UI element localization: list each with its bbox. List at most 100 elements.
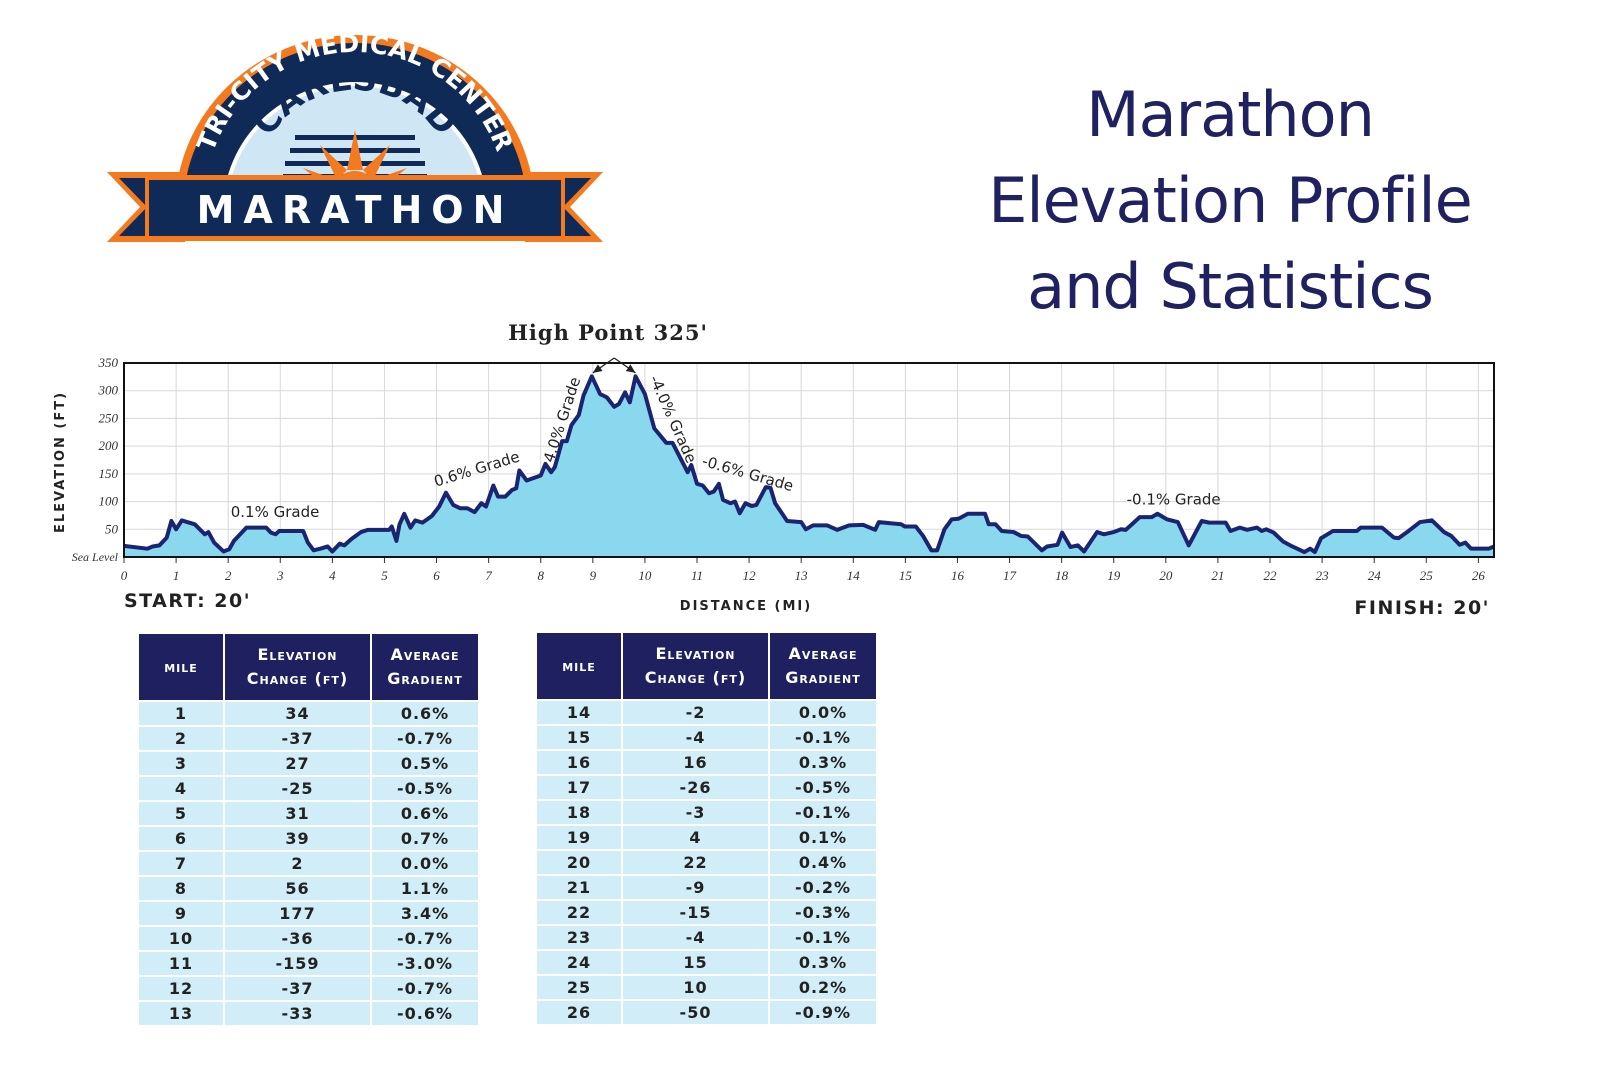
table-row: 21 -9 -0.2% xyxy=(537,876,876,899)
header-average-gradient: Average Gradient xyxy=(770,633,876,699)
table-row: 3 27 0.5% xyxy=(139,752,478,775)
mile-cell: 11 xyxy=(139,952,223,975)
mile-cell: 23 xyxy=(537,926,621,949)
mile-cell: 7 xyxy=(139,852,223,875)
gradient-cell: 0.6% xyxy=(372,702,478,725)
y-tick-label: 300 xyxy=(98,383,119,398)
y-tick-label: 150 xyxy=(99,466,119,481)
gradient-cell: -0.1% xyxy=(770,926,876,949)
x-tick-label: 25 xyxy=(1420,568,1434,583)
mile-cell: 26 xyxy=(537,1001,621,1024)
x-tick-label: 10 xyxy=(638,568,652,583)
elevation-change-cell: 39 xyxy=(225,827,370,850)
elevation-change-cell: -9 xyxy=(623,876,768,899)
mile-cell: 15 xyxy=(537,726,621,749)
gradient-cell: 0.7% xyxy=(372,827,478,850)
mile-cell: 25 xyxy=(537,976,621,999)
gradient-cell: 0.2% xyxy=(770,976,876,999)
table-row: 13 -33 -0.6% xyxy=(139,1002,478,1025)
table-row: 10 -36 -0.7% xyxy=(139,927,478,950)
page-title: Marathon Elevation Profile and Statistic… xyxy=(960,72,1500,330)
grade-annotation: 0.1% Grade xyxy=(231,503,320,521)
elevation-profile-chart: 0 1 2 3 4 5 6 7 8 9 10 11 12 13 14 15 16 17 18 19 20 21 22 23 24… xyxy=(53,320,1495,619)
x-tick-label: 23 xyxy=(1316,568,1330,583)
table-row: 1 34 0.6% xyxy=(139,702,478,725)
x-tick-label: 15 xyxy=(899,568,913,583)
arrowhead-icon xyxy=(625,364,636,373)
x-tick-label: 21 xyxy=(1211,568,1224,583)
x-tick-label: 0 xyxy=(121,568,128,583)
table-row: 18 -3 -0.1% xyxy=(537,801,876,824)
svg-text:MARATHON: MARATHON xyxy=(197,188,514,232)
header-elevation-change: Elevation Change (ft) xyxy=(623,633,768,699)
elevation-table-left: mile Elevation Change (ft) Average Gradien… xyxy=(137,632,480,1027)
elevation-change-cell: 4 xyxy=(623,826,768,849)
table-row: 25 10 0.2% xyxy=(537,976,876,999)
x-tick-label: 11 xyxy=(691,568,703,583)
table-row: 15 -4 -0.1% xyxy=(537,726,876,749)
table-row: 22 -15 -0.3% xyxy=(537,901,876,924)
table-row: 26 -50 -0.9% xyxy=(537,1001,876,1024)
x-tick-label: 17 xyxy=(1003,568,1017,583)
x-tick-label: 4 xyxy=(329,568,336,583)
mile-cell: 22 xyxy=(537,901,621,924)
y-tick-label: 100 xyxy=(99,494,119,509)
gradient-cell: 0.3% xyxy=(770,951,876,974)
elevation-change-cell: -37 xyxy=(225,977,370,1000)
table-header-row: mile Elevation Change (ft) Average Gradien… xyxy=(139,634,478,700)
gradient-cell: 3.4% xyxy=(372,902,478,925)
mile-cell: 2 xyxy=(139,727,223,750)
elevation-change-cell: 56 xyxy=(225,877,370,900)
mile-cell: 24 xyxy=(537,951,621,974)
plot-area xyxy=(124,363,1494,557)
table-header-row: mile Elevation Change (ft) Average Gradien… xyxy=(537,633,876,699)
mile-cell: 6 xyxy=(139,827,223,850)
y-tick-label: 200 xyxy=(99,438,119,453)
y-tick-label: 50 xyxy=(105,521,119,536)
gradient-cell: -0.7% xyxy=(372,727,478,750)
table-row: 2 -37 -0.7% xyxy=(139,727,478,750)
table-row: 11 -159 -3.0% xyxy=(139,952,478,975)
title-line-3: and Statistics xyxy=(1027,250,1434,323)
arrowhead-icon xyxy=(592,364,603,373)
mile-cell: 21 xyxy=(537,876,621,899)
table-row: 19 4 0.1% xyxy=(537,826,876,849)
mile-cell: 5 xyxy=(139,802,223,825)
x-tick-label: 20 xyxy=(1159,568,1173,583)
mile-cell: 9 xyxy=(139,902,223,925)
x-tick-label: 13 xyxy=(795,568,809,583)
x-tick-label: 24 xyxy=(1368,568,1382,583)
title-line-1: Marathon xyxy=(1086,78,1375,151)
mile-cell: 4 xyxy=(139,777,223,800)
mile-cell: 12 xyxy=(139,977,223,1000)
gradient-cell: 0.5% xyxy=(372,752,478,775)
mile-cell: 16 xyxy=(537,751,621,774)
gradient-cell: -0.1% xyxy=(770,801,876,824)
elevation-change-cell: -33 xyxy=(225,1002,370,1025)
elevation-change-cell: 10 xyxy=(623,976,768,999)
x-axis-label: DISTANCE (MI) xyxy=(680,599,812,614)
elevation-change-cell: 16 xyxy=(623,751,768,774)
carlsbad-marathon-logo: TRI-CITY MEDICAL CENTER CARLSBAD MARATHO… xyxy=(107,29,603,242)
mile-cell: 19 xyxy=(537,826,621,849)
table-row: 12 -37 -0.7% xyxy=(139,977,478,1000)
table-row: 9 177 3.4% xyxy=(139,902,478,925)
elevation-change-cell: -26 xyxy=(623,776,768,799)
finish-label: FINISH: 20' xyxy=(1354,597,1490,619)
x-tick-label: 16 xyxy=(951,568,965,583)
x-tick-label: 19 xyxy=(1107,568,1121,583)
header-average-gradient: Average Gradient xyxy=(372,634,478,700)
x-tick-label: 9 xyxy=(590,568,597,583)
grade-annotation: -0.1% Grade xyxy=(1127,490,1221,508)
gradient-cell: 0.6% xyxy=(372,802,478,825)
gradient-cell: -0.7% xyxy=(372,927,478,950)
x-tick-label: 18 xyxy=(1055,568,1069,583)
x-tick-label: 8 xyxy=(537,568,544,583)
mile-cell: 17 xyxy=(537,776,621,799)
elevation-change-cell: -159 xyxy=(225,952,370,975)
y-tick-label: Sea Level xyxy=(72,550,119,564)
gradient-cell: -0.3% xyxy=(770,901,876,924)
gradient-cell: 0.4% xyxy=(770,851,876,874)
table-row: 17 -26 -0.5% xyxy=(537,776,876,799)
header-elevation-change: Elevation Change (ft) xyxy=(225,634,370,700)
